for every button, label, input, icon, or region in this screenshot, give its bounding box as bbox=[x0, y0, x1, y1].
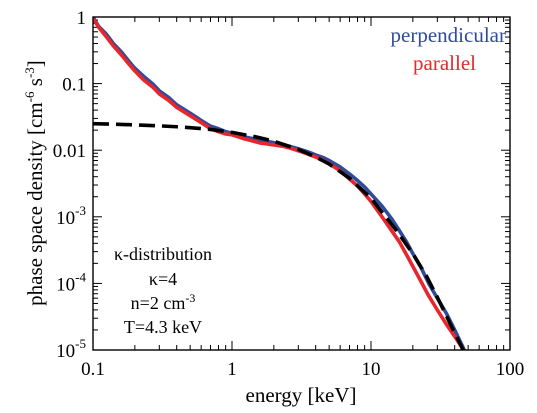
y-tick-label: 1 bbox=[77, 8, 87, 29]
x-tick-label: 0.1 bbox=[81, 359, 105, 380]
y-axis-title-part-3: ] bbox=[23, 60, 47, 67]
series-kappa-fit-line bbox=[93, 121, 466, 350]
y-tick-label-base: 1 bbox=[77, 8, 87, 29]
annotation-line-1: κ-distribution bbox=[114, 244, 212, 264]
x-tick-label: 10 bbox=[362, 359, 381, 380]
y-tick-label-exp: -4 bbox=[75, 269, 86, 284]
annotation-line-2: κ=4 bbox=[149, 269, 177, 289]
y-tick-label-base: 10 bbox=[56, 341, 75, 362]
annotation-line-4: T=4.3 keV bbox=[124, 317, 202, 337]
x-tick-label: 100 bbox=[496, 359, 525, 380]
y-tick-label-base: 10 bbox=[56, 274, 75, 295]
annotation-line-3: n=2 cm-3 bbox=[131, 291, 196, 313]
y-tick-label: 10-3 bbox=[56, 203, 86, 229]
y-tick-label-exp: -5 bbox=[75, 336, 86, 351]
y-tick-label: 10-5 bbox=[56, 336, 86, 362]
series-layer bbox=[93, 17, 467, 350]
y-axis-title-exp-2: -3 bbox=[22, 67, 37, 78]
y-tick-label: 10-4 bbox=[56, 269, 86, 295]
y-tick-label: 0.1 bbox=[62, 75, 86, 96]
plot-frame bbox=[92, 16, 511, 351]
annotation-box: κ-distribution κ=4 n=2 cm-3 T=4.3 keV bbox=[114, 244, 212, 337]
y-axis-title: phase space density [cm-6 s-3] bbox=[22, 60, 47, 306]
y-axis-title-part-1: phase space density [cm bbox=[23, 102, 47, 306]
legend-entry-perpendicular: perpendicular bbox=[391, 23, 506, 47]
series-parallel-line bbox=[93, 17, 466, 350]
annotation-line-3-exp: -3 bbox=[185, 291, 195, 305]
y-axis-title-exp-1: -6 bbox=[22, 91, 37, 102]
y-axis-title-part-2: s bbox=[23, 78, 47, 91]
y-tick-label-base: 10 bbox=[56, 208, 75, 229]
annotation-line-3-base: n=2 cm bbox=[131, 293, 186, 313]
y-tick-label-exp: -3 bbox=[75, 203, 86, 218]
y-tick-label-base: 0.01 bbox=[53, 141, 86, 162]
y-tick-label: 0.01 bbox=[53, 141, 86, 162]
x-tick-labels: 0.1 1 10 100 bbox=[81, 359, 524, 380]
legend-entry-parallel: parallel bbox=[413, 51, 476, 75]
x-axis-title: energy [keV] bbox=[246, 383, 357, 407]
y-tick-label-base: 0.1 bbox=[62, 75, 86, 96]
x-tick-label: 1 bbox=[227, 359, 237, 380]
